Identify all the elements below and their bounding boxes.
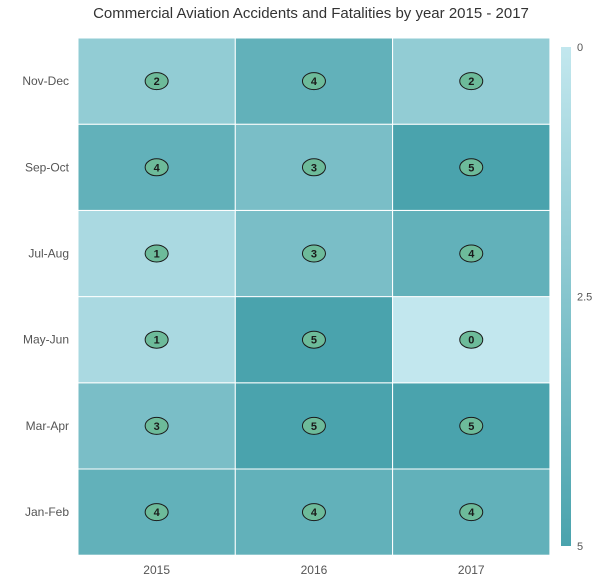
y-axis-label-Sep-Oct: Sep-Oct: [25, 160, 70, 174]
data-label-text: 4: [468, 249, 475, 261]
data-label-text: 2: [468, 76, 474, 88]
data-label-badge: [301, 72, 326, 91]
y-axis-label-May-Jun: May-Jun: [23, 333, 69, 347]
data-label-text: 5: [311, 335, 317, 347]
data-label-text: 3: [311, 162, 317, 174]
y-axis-label-Jul-Aug: Jul-Aug: [28, 247, 69, 261]
data-label-badge: [144, 72, 169, 91]
data-label-badge: [459, 158, 484, 177]
data-label-badge: [459, 244, 484, 263]
data-label-badge: [144, 416, 169, 435]
data-label-badge: [301, 330, 326, 349]
data-label-text: 1: [154, 335, 160, 347]
data-label-text: 3: [154, 421, 160, 433]
heatmap-cells: [77, 37, 551, 556]
data-label-badge: [301, 416, 326, 435]
color-legend: 02.55: [561, 42, 592, 553]
data-label-text: 4: [154, 162, 161, 174]
x-axis-label-2015: 2015: [143, 563, 170, 577]
data-label-badge: [301, 244, 326, 263]
x-axis: 2015 2016 2017: [143, 563, 485, 577]
data-label-text: 5: [468, 421, 474, 433]
legend-tick-label: 0: [577, 42, 583, 54]
legend-gradient-bar: [561, 47, 571, 546]
data-label-badge: [144, 330, 169, 349]
data-label-badge: [301, 158, 326, 177]
legend-tick-label: 5: [577, 541, 583, 553]
data-labels: 4 3 1 1 4 2 4 5 5 3 3 4 4 5 0 4 5 2: [144, 72, 484, 522]
data-label-badge: [144, 503, 169, 522]
data-label-badge: [144, 244, 169, 263]
y-axis-label-Nov-Dec: Nov-Dec: [22, 74, 69, 88]
data-label-text: 5: [311, 421, 317, 433]
x-axis-label-2017: 2017: [458, 563, 485, 577]
data-label-badge: [459, 416, 484, 435]
y-axis-label-Jan-Feb: Jan-Feb: [25, 505, 69, 519]
y-axis: Jan-Feb Mar-Apr May-Jun Jul-Aug Sep-Oct Nov-D…: [22, 74, 69, 519]
data-label-text: 2: [154, 76, 160, 88]
data-label-badge: [459, 503, 484, 522]
data-label-badge: [459, 330, 484, 349]
data-label-text: 4: [311, 76, 318, 88]
data-label-badge: [301, 503, 326, 522]
y-axis-label-Mar-Apr: Mar-Apr: [26, 419, 69, 433]
data-label-badge: [144, 158, 169, 177]
data-label-badge: [459, 72, 484, 91]
data-label-text: 4: [154, 507, 161, 519]
legend-tick-label: 2.5: [577, 292, 592, 304]
data-label-text: 0: [468, 335, 474, 347]
data-label-text: 4: [311, 507, 318, 519]
data-label-text: 5: [468, 162, 474, 174]
x-axis-label-2016: 2016: [301, 563, 328, 577]
data-label-text: 4: [468, 507, 475, 519]
data-label-text: 3: [311, 249, 317, 261]
data-label-text: 1: [154, 249, 160, 261]
chart-title: Commercial Aviation Accidents and Fatali…: [93, 5, 529, 22]
